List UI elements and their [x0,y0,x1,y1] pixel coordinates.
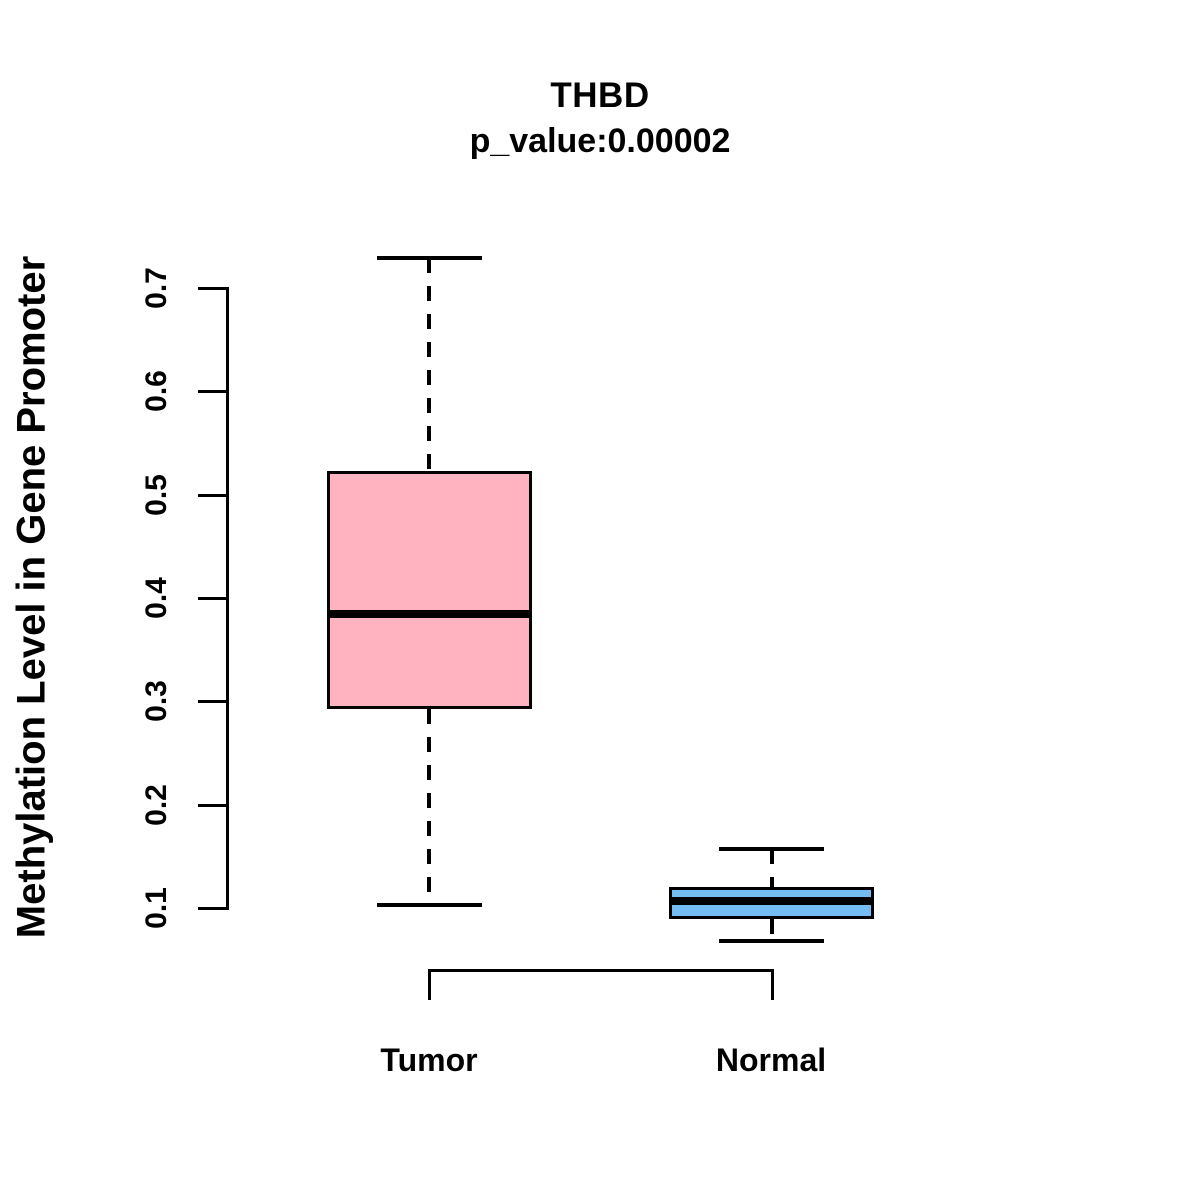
x-axis-line [428,969,774,972]
x-axis-tick-1 [770,969,774,1000]
upper-whisker-normal [769,849,774,888]
y-axis-tick [198,700,226,704]
median-tumor [326,609,532,618]
y-axis-tick [198,597,226,600]
y-axis-tick [198,493,226,497]
lower-whisker-cap-tumor [376,902,482,907]
upper-whisker-cap-normal [719,847,824,852]
upper-whisker-cap-tumor [376,256,482,261]
box-tumor [326,470,532,709]
x-category-label-normal: Normal [715,1042,827,1078]
lower-whisker-cap-normal [719,939,824,944]
y-axis-tick [198,390,226,394]
chart-title: THBD [550,76,650,115]
chart-subtitle: p_value:0.00002 [469,122,731,160]
y-axis-tick [198,907,226,910]
median-normal [669,896,874,905]
x-axis-tick-0 [428,969,431,1000]
y-axis-tick [198,287,226,290]
upper-whisker-tumor [427,258,431,471]
y-axis-tick [198,803,226,807]
y-axis-line [226,287,229,910]
x-category-label-tumor: Tumor [380,1042,478,1078]
lower-whisker-normal [769,919,774,942]
lower-whisker-tumor [427,708,431,905]
